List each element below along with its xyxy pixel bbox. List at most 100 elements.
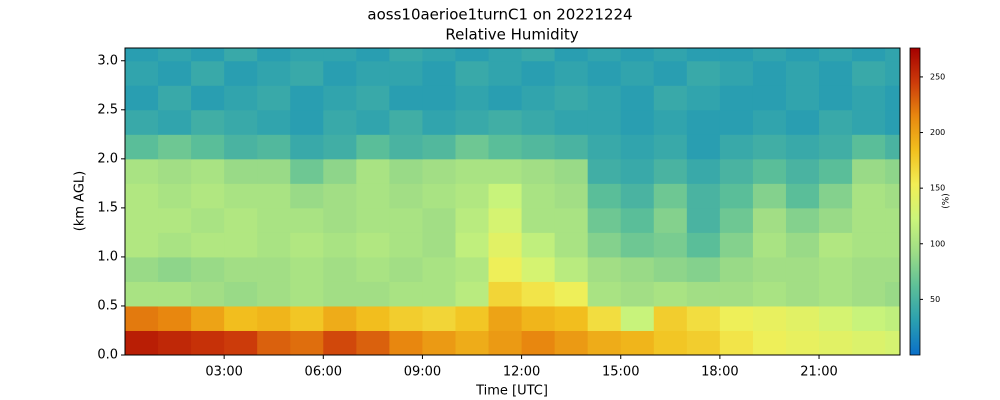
heat-cell	[686, 109, 721, 135]
heat-cell	[323, 305, 357, 331]
heat-cell	[125, 60, 159, 86]
heat-cell	[587, 305, 622, 331]
heat-cell	[752, 207, 787, 233]
heat-cell	[356, 207, 390, 233]
heat-cell	[224, 60, 258, 86]
heat-cell	[752, 281, 787, 307]
heat-cell	[323, 158, 357, 184]
heat-cell	[191, 256, 225, 282]
heat-cell	[653, 48, 688, 62]
heat-cell	[422, 60, 456, 86]
heat-cell	[389, 48, 423, 62]
heat-cell	[785, 305, 820, 331]
heat-cell	[752, 134, 787, 160]
heat-cell	[488, 158, 523, 184]
heat-cell	[356, 109, 390, 135]
heat-cell	[356, 48, 390, 62]
heat-cell	[785, 60, 820, 86]
heat-cell	[587, 207, 622, 233]
heat-cell	[125, 330, 159, 356]
x-tick-label: 12:00	[503, 365, 540, 380]
heat-cell	[125, 109, 159, 135]
heat-cell	[455, 109, 490, 135]
heat-cell	[852, 60, 886, 86]
heat-cell	[488, 330, 523, 356]
heat-cell	[885, 305, 901, 331]
heat-cell	[455, 183, 490, 209]
heat-cell	[719, 134, 754, 160]
heat-cell	[257, 207, 291, 233]
heat-cell	[885, 207, 901, 233]
heat-cell	[719, 232, 754, 258]
heat-cell	[752, 305, 787, 331]
heat-cell	[885, 158, 901, 184]
heat-cell	[191, 134, 225, 160]
heat-cell	[257, 232, 291, 258]
heat-cell	[389, 60, 423, 86]
heat-cell	[653, 183, 688, 209]
heat-cell	[686, 183, 721, 209]
heat-cell	[819, 330, 853, 356]
heat-cell	[191, 48, 225, 62]
heat-cell	[653, 85, 688, 111]
heat-cell	[521, 134, 556, 160]
y-tick-label: 2.5	[97, 102, 118, 117]
heat-cell	[125, 48, 159, 62]
heat-cell	[224, 330, 258, 356]
heat-cell	[620, 256, 655, 282]
heat-cell	[521, 232, 556, 258]
colorbar-tick-label: 50	[930, 295, 940, 304]
heat-cell	[620, 60, 655, 86]
heat-cell	[885, 183, 901, 209]
heat-cell	[125, 183, 159, 209]
heat-cell	[819, 256, 853, 282]
heat-cell	[819, 207, 853, 233]
heat-cell	[455, 232, 490, 258]
heat-cell	[224, 85, 258, 111]
heat-cell	[356, 232, 390, 258]
heat-cell	[422, 183, 456, 209]
y-tick-label: 0.5	[97, 298, 118, 313]
heat-cell	[125, 232, 159, 258]
colorbar-tick-label: 250	[930, 72, 945, 81]
heat-cell	[389, 207, 423, 233]
heat-cell	[554, 134, 589, 160]
heat-cell	[521, 109, 556, 135]
heat-cell	[158, 207, 192, 233]
heat-cell	[653, 134, 688, 160]
heat-cell	[422, 48, 456, 62]
heat-cell	[488, 134, 523, 160]
heat-cell	[257, 330, 291, 356]
heat-cell	[554, 109, 589, 135]
heat-cell	[224, 134, 258, 160]
heat-cell	[455, 85, 490, 111]
heat-cell	[885, 60, 901, 86]
heat-cell	[653, 256, 688, 282]
heat-cell	[323, 183, 357, 209]
heat-cell	[587, 183, 622, 209]
heat-cell	[224, 109, 258, 135]
heat-cell	[819, 85, 853, 111]
y-tick-label: 3.0	[97, 53, 118, 68]
heat-cell	[785, 256, 820, 282]
heat-cell	[422, 305, 456, 331]
heat-cell	[290, 158, 324, 184]
heat-cell	[819, 183, 853, 209]
heat-cell	[158, 305, 192, 331]
heat-cell	[290, 60, 324, 86]
heat-cell	[323, 281, 357, 307]
heat-cell	[323, 109, 357, 135]
heat-cell	[521, 305, 556, 331]
heat-cell	[620, 281, 655, 307]
heat-cell	[323, 207, 357, 233]
heat-cell	[290, 256, 324, 282]
heat-cell	[554, 183, 589, 209]
heat-cell	[521, 183, 556, 209]
heat-cell	[356, 85, 390, 111]
heat-cell	[422, 330, 456, 356]
x-tick-label: 03:00	[205, 365, 242, 380]
x-axis-label: Time [UTC]	[475, 384, 548, 399]
heat-cell	[620, 158, 655, 184]
heat-cell	[686, 134, 721, 160]
heat-cell	[422, 232, 456, 258]
